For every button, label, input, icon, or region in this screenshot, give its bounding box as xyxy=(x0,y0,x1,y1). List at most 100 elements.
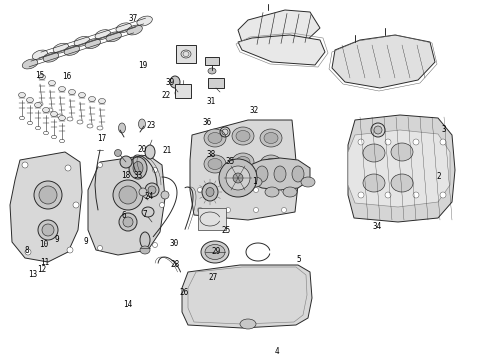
Text: 28: 28 xyxy=(171,260,180,269)
Ellipse shape xyxy=(274,166,286,182)
Ellipse shape xyxy=(89,96,96,102)
Ellipse shape xyxy=(391,143,413,161)
Ellipse shape xyxy=(119,186,137,204)
Ellipse shape xyxy=(20,116,25,120)
Text: 2: 2 xyxy=(436,172,441,181)
Ellipse shape xyxy=(265,187,279,197)
Ellipse shape xyxy=(152,167,157,172)
Ellipse shape xyxy=(26,98,33,103)
Ellipse shape xyxy=(208,68,216,74)
Ellipse shape xyxy=(39,186,57,204)
Ellipse shape xyxy=(64,45,79,55)
Ellipse shape xyxy=(37,102,43,106)
Ellipse shape xyxy=(204,129,226,147)
Ellipse shape xyxy=(115,149,122,157)
Ellipse shape xyxy=(25,249,31,255)
Ellipse shape xyxy=(47,108,53,112)
Text: 18: 18 xyxy=(121,171,130,180)
Ellipse shape xyxy=(148,186,156,194)
Ellipse shape xyxy=(240,319,256,329)
Text: 37: 37 xyxy=(129,14,138,23)
Ellipse shape xyxy=(78,93,85,98)
Ellipse shape xyxy=(358,139,364,145)
Ellipse shape xyxy=(44,131,49,135)
Ellipse shape xyxy=(133,162,143,175)
Ellipse shape xyxy=(371,123,385,137)
Text: 6: 6 xyxy=(122,211,126,220)
Ellipse shape xyxy=(137,16,152,26)
Ellipse shape xyxy=(51,135,56,139)
Text: 21: 21 xyxy=(162,146,171,155)
Ellipse shape xyxy=(260,155,282,173)
Text: 12: 12 xyxy=(38,265,47,274)
Text: 11: 11 xyxy=(41,258,49,267)
Ellipse shape xyxy=(106,32,122,42)
Ellipse shape xyxy=(232,153,254,171)
Ellipse shape xyxy=(49,81,55,86)
Ellipse shape xyxy=(358,192,364,198)
Text: 4: 4 xyxy=(274,346,279,356)
Ellipse shape xyxy=(440,139,446,145)
Ellipse shape xyxy=(120,156,132,168)
Ellipse shape xyxy=(34,181,62,209)
Ellipse shape xyxy=(292,166,304,182)
Polygon shape xyxy=(182,265,312,328)
Ellipse shape xyxy=(50,112,57,117)
Ellipse shape xyxy=(233,173,243,183)
Ellipse shape xyxy=(160,202,165,207)
Text: 3: 3 xyxy=(441,125,446,134)
Ellipse shape xyxy=(58,116,66,121)
Polygon shape xyxy=(248,158,310,190)
Ellipse shape xyxy=(202,183,218,201)
Ellipse shape xyxy=(69,90,75,95)
Text: 20: 20 xyxy=(138,145,147,154)
Ellipse shape xyxy=(57,114,63,118)
Text: 1: 1 xyxy=(252,177,257,186)
Ellipse shape xyxy=(385,139,391,145)
Text: 36: 36 xyxy=(202,118,211,127)
Ellipse shape xyxy=(98,99,105,104)
Text: 17: 17 xyxy=(98,134,106,143)
Ellipse shape xyxy=(256,166,268,182)
Ellipse shape xyxy=(253,207,259,212)
Text: 23: 23 xyxy=(147,121,155,130)
Ellipse shape xyxy=(206,188,214,197)
Text: 33: 33 xyxy=(134,171,143,180)
Ellipse shape xyxy=(208,132,222,144)
Text: 9: 9 xyxy=(83,238,88,247)
Ellipse shape xyxy=(219,159,257,197)
Ellipse shape xyxy=(236,131,250,141)
Ellipse shape xyxy=(226,166,250,190)
Ellipse shape xyxy=(38,220,58,240)
Ellipse shape xyxy=(208,158,222,170)
Bar xyxy=(208,78,224,88)
Ellipse shape xyxy=(385,192,391,198)
Polygon shape xyxy=(190,120,298,220)
Ellipse shape xyxy=(170,76,180,88)
Ellipse shape xyxy=(53,43,69,53)
Polygon shape xyxy=(332,35,435,88)
Ellipse shape xyxy=(236,157,250,167)
Text: 30: 30 xyxy=(170,239,178,248)
Ellipse shape xyxy=(116,23,131,33)
Ellipse shape xyxy=(374,126,382,134)
Ellipse shape xyxy=(440,192,446,198)
Ellipse shape xyxy=(74,36,90,46)
Ellipse shape xyxy=(35,126,41,130)
Ellipse shape xyxy=(19,93,25,98)
Ellipse shape xyxy=(95,30,111,40)
Ellipse shape xyxy=(145,145,155,159)
Ellipse shape xyxy=(175,89,181,97)
Text: 5: 5 xyxy=(296,255,301,264)
Ellipse shape xyxy=(264,132,278,144)
Bar xyxy=(176,45,196,63)
Ellipse shape xyxy=(27,121,32,125)
Ellipse shape xyxy=(98,246,102,251)
Ellipse shape xyxy=(413,139,419,145)
Polygon shape xyxy=(88,155,165,255)
Ellipse shape xyxy=(129,157,147,179)
Ellipse shape xyxy=(161,191,169,199)
Text: 31: 31 xyxy=(206,98,215,107)
Text: 22: 22 xyxy=(161,91,170,100)
Text: 38: 38 xyxy=(206,150,215,158)
